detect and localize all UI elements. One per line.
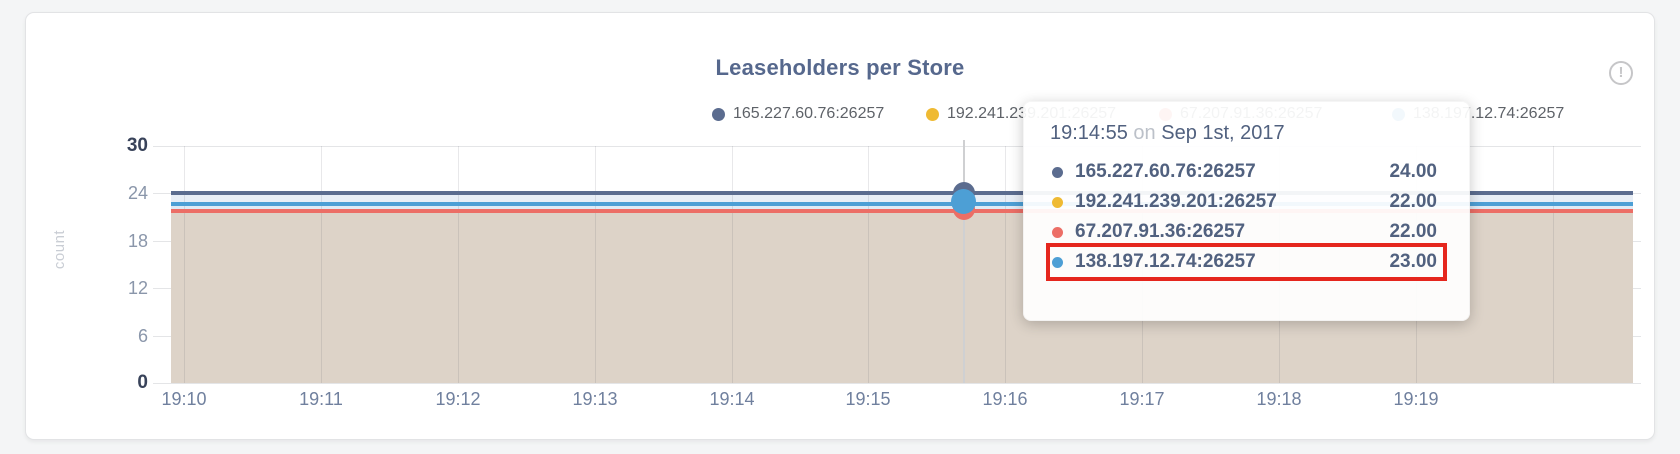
tooltip-timestamp: 19:14:55 on Sep 1st, 2017 [1050,122,1443,145]
x-tick-label: 19:19 [1393,389,1439,409]
info-icon-glyph: ! [1618,64,1624,81]
series-line-165-227-60-76 [171,191,1633,195]
gridline [458,146,459,383]
chart-title: Leaseholders per Store [715,55,965,80]
area-fill-23-22 [171,204,1633,213]
hover-guideline [963,140,965,383]
info-icon[interactable]: ! [1609,61,1633,85]
tooltip-row: 192.241.239.201:26257 22.00 [1050,187,1443,217]
legend-label: 165.227.60.76:26257 [733,105,885,122]
series-dot-icon [1052,226,1063,238]
legend-dot-icon [712,107,725,121]
series-dot-icon [1052,166,1063,178]
y-tick-label: 12 [127,278,148,298]
tooltip-series-value: 23.00 [1389,251,1437,272]
tooltip-date: Sep 1st, 2017 [1161,122,1285,144]
x-tick-label: 19:11 [299,389,343,409]
y-tick-label: 30 [126,135,148,156]
y-tick-label: 6 [137,326,148,346]
series-dot-icon [1052,256,1063,268]
area-fill-24-23 [171,195,1633,204]
series-line-138-197-12-74 [171,202,1633,206]
gridline [1005,146,1006,383]
tooltip-series-label: 165.227.60.76:26257 [1075,161,1256,182]
tooltip-series-value: 24.00 [1389,161,1437,182]
chart-tooltip: 19:14:55 on Sep 1st, 2017 165.227.60.76:… [1023,101,1470,321]
legend-item[interactable]: 165.227.60.76:26257 [712,104,884,124]
x-tick-label: 19:16 [982,389,1028,409]
gridline [153,146,1641,147]
tooltip-series-label: 192.241.239.201:26257 [1075,191,1277,212]
gridline [184,146,185,383]
x-tick-label: 19:13 [572,389,618,409]
tooltip-time: 19:14:55 [1050,122,1128,144]
hover-point-138-197-12-74 [951,189,976,214]
tooltip-row-highlighted: 138.197.12.74:26257 23.00 [1046,243,1447,281]
tooltip-series-value: 22.00 [1389,221,1437,242]
x-tick-label: 19:17 [1119,389,1165,409]
series-line-67-207-91-36 [171,209,1633,213]
gridline [595,146,596,383]
x-tick-label: 19:12 [435,389,481,409]
tooltip-row: 67.207.91.36:26257 22.00 [1050,217,1443,247]
y-tick-label: 24 [127,183,148,203]
y-tick-label: 0 [137,372,148,393]
gridline [153,383,1641,384]
tooltip-row: 165.227.60.76:26257 24.00 [1050,157,1443,187]
x-tick-label: 19:18 [1256,389,1302,409]
legend-dot-icon [926,107,939,121]
gridline [732,146,733,383]
series-dot-icon [1052,196,1063,208]
x-tick-label: 19:15 [845,389,891,409]
gridline [321,146,322,383]
gridline [868,146,869,383]
y-axis-label: count [51,229,69,270]
y-tick-label: 18 [127,231,148,251]
tooltip-on-word: on [1133,122,1156,144]
chart-panel: Leaseholders per Store ! 165.227.60.76:2… [25,12,1655,440]
tooltip-series-value: 22.00 [1389,191,1437,212]
tooltip-series-label: 67.207.91.36:26257 [1075,221,1246,242]
gridline [1553,146,1554,383]
x-tick-label: 19:10 [161,389,207,409]
tooltip-series-label: 138.197.12.74:26257 [1075,251,1256,272]
x-tick-label: 19:14 [709,389,755,409]
